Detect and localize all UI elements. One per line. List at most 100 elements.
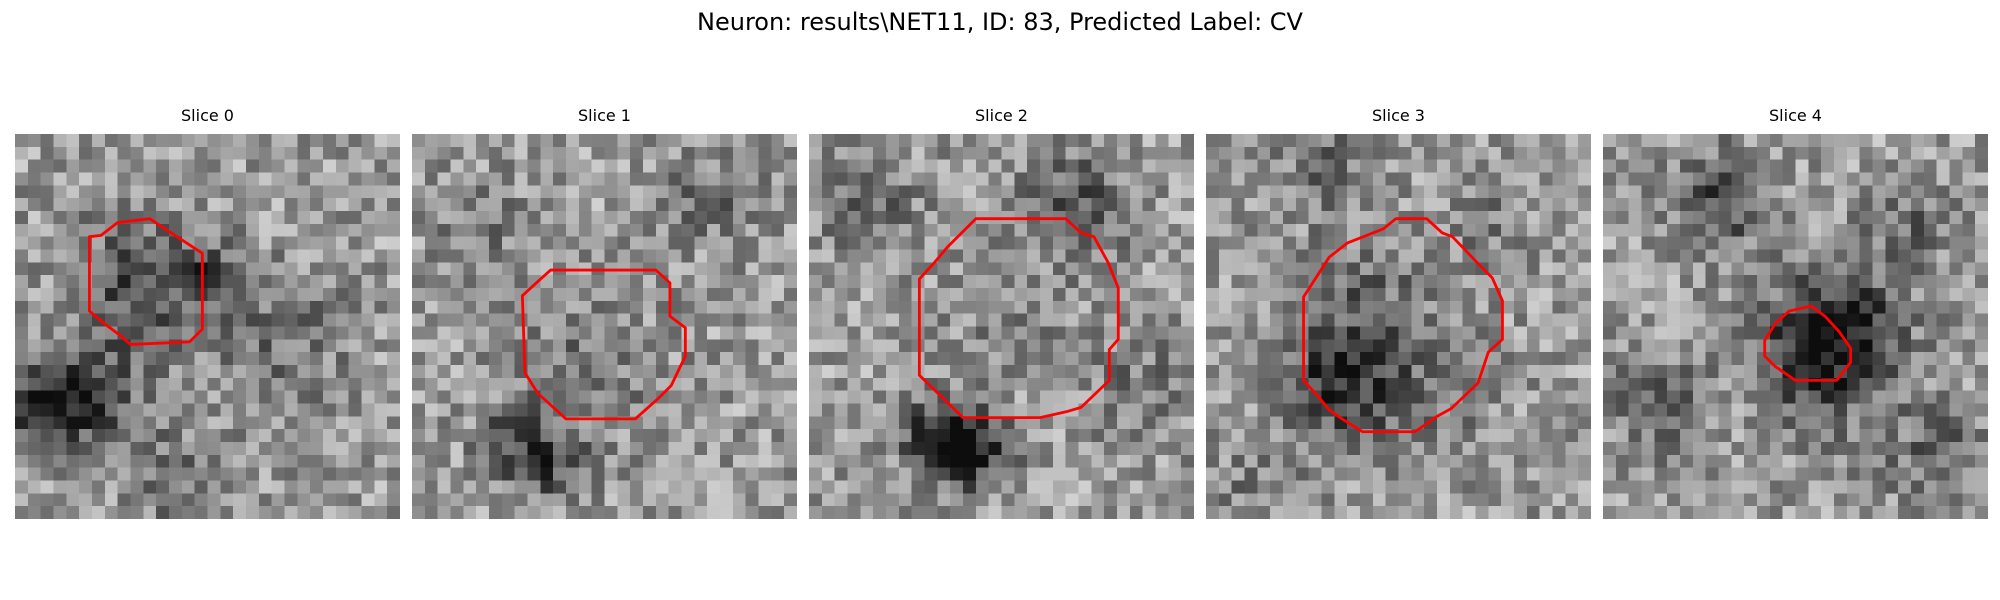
image-pixel [1218,275,1232,289]
image-pixel [374,339,388,353]
image-pixel [1615,211,1629,225]
image-pixel [1142,339,1156,353]
image-pixel [450,288,464,302]
image-pixel [860,339,874,353]
image-pixel [1667,403,1681,417]
image-pixel [1872,198,1886,212]
image-pixel [720,275,734,289]
image-pixel [1308,429,1322,443]
image-pixel [1808,416,1822,430]
image-pixel [873,223,887,237]
image-pixel [1744,506,1758,519]
image-pixel [898,506,912,519]
image-pixel [1181,172,1194,186]
image-pixel [720,236,734,250]
image-pixel [1040,467,1054,481]
image-pixel [1898,365,1912,379]
image-pixel [1360,185,1374,199]
image-pixel [1142,198,1156,212]
image-pixel [117,467,131,481]
image-pixel [130,429,144,443]
image-pixel [540,506,554,519]
image-pixel [1514,313,1528,327]
image-pixel [1270,506,1284,519]
image-pixel [745,249,759,263]
image-pixel [1027,454,1041,468]
image-pixel [169,326,183,340]
image-pixel [1578,249,1591,263]
image-pixel [1692,326,1706,340]
image-pixel [1206,211,1220,225]
image-pixel [258,249,272,263]
image-pixel [181,185,195,199]
image-pixel [1168,339,1182,353]
image-pixel [1385,365,1399,379]
image-pixel [1437,249,1451,263]
image-pixel [246,159,260,173]
image-pixel [297,288,311,302]
image-pixel [1270,262,1284,276]
image-pixel [1757,352,1771,366]
image-pixel [40,442,54,456]
image-pixel [1257,211,1271,225]
image-pixel [1654,377,1668,391]
image-pixel [53,377,67,391]
image-pixel [771,352,785,366]
image-pixel [1206,365,1220,379]
image-pixel [1539,352,1553,366]
image-pixel [1231,159,1245,173]
image-pixel [630,249,644,263]
image-pixel [1001,185,1015,199]
image-pixel [655,506,669,519]
image-pixel [1078,275,1092,289]
image-pixel [476,339,490,353]
image-pixel [732,506,746,519]
image-pixel [1641,377,1655,391]
image-pixel [1244,211,1258,225]
image-pixel [1117,365,1131,379]
image-pixel [1846,493,1860,507]
image-pixel [1424,454,1438,468]
image-pixel [104,403,118,417]
image-pixel [745,442,759,456]
image-pixel [489,352,503,366]
image-pixel [463,159,477,173]
image-pixel [617,403,631,417]
image-pixel [335,365,349,379]
image-pixel [1488,352,1502,366]
image-pixel [104,352,118,366]
image-pixel [1168,454,1182,468]
image-pixel [1218,454,1232,468]
image-pixel [1347,313,1361,327]
image-pixel [1206,352,1220,366]
image-pixel [310,134,324,148]
image-pixel [617,480,631,494]
image-pixel [1859,159,1873,173]
image-pixel [886,339,900,353]
image-pixel [1949,236,1963,250]
image-pixel [847,198,861,212]
image-pixel [450,159,464,173]
image-pixel [1270,377,1284,391]
image-pixel [437,442,451,456]
image-pixel [258,159,272,173]
image-pixel [53,429,67,443]
image-pixel [1142,365,1156,379]
image-pixel [387,300,400,314]
image-pixel [745,390,759,404]
image-pixel [1091,134,1105,148]
image-pixel [821,506,835,519]
image-pixel [1181,288,1194,302]
image-pixel [1437,262,1451,276]
image-pixel [758,352,772,366]
image-pixel [1667,172,1681,186]
image-pixel [668,185,682,199]
image-pixel [873,493,887,507]
image-pixel [1923,146,1937,160]
image-pixel [681,313,695,327]
image-pixel [1091,339,1105,353]
image-pixel [1040,288,1054,302]
image-pixel [1462,275,1476,289]
image-pixel [1718,313,1732,327]
image-pixel [1821,198,1835,212]
